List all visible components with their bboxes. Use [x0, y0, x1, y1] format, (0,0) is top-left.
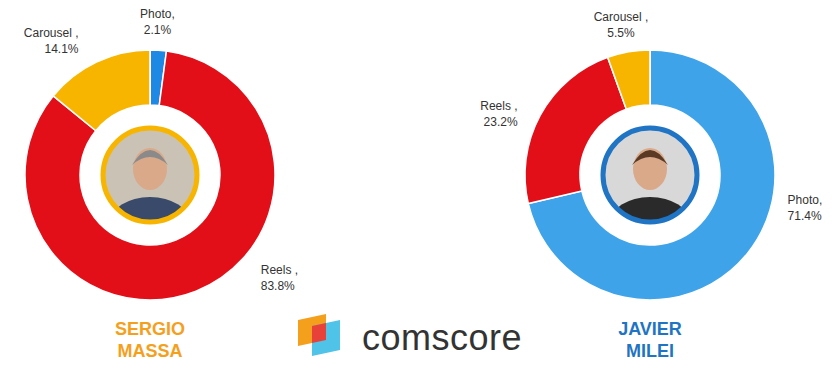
- slice-value-label: 23.2%: [484, 115, 518, 129]
- slice-value-label: 14.1%: [44, 42, 78, 56]
- title-line: SERGIO: [115, 319, 185, 339]
- logo-shape: [312, 320, 340, 356]
- logo-text: comscore: [362, 317, 522, 358]
- slice-category-label: Photo,: [140, 7, 175, 21]
- portrait-ring: [103, 128, 197, 222]
- slice-category-label: Carousel ,: [594, 10, 649, 24]
- slice-value-label: 83.8%: [261, 279, 295, 293]
- chart-title: JAVIERMILEI: [618, 319, 682, 361]
- logo: comscore: [298, 314, 522, 358]
- title-line: JAVIER: [618, 319, 682, 339]
- slice-value-label: 71.4%: [788, 209, 822, 223]
- portrait-face: [633, 148, 667, 190]
- slice-category-label: Photo,: [788, 193, 823, 207]
- chart-title: SERGIOMASSA: [115, 319, 185, 361]
- donut-chart: [525, 50, 775, 300]
- portrait: [600, 125, 700, 249]
- canvas: Photo, 2.1% Reels , 83.8% Carousel , 14.1% SER…: [0, 0, 838, 390]
- donut-chart: [25, 50, 275, 300]
- slice-category-label: Reels ,: [480, 99, 517, 113]
- donut-slice: [53, 50, 150, 131]
- portrait-face: [133, 148, 167, 190]
- donut-slice: [608, 50, 650, 109]
- title-line: MILEI: [626, 341, 674, 361]
- slice-category-label: Reels ,: [261, 263, 298, 277]
- slice-value-label: 2.1%: [144, 23, 172, 37]
- portrait: [100, 125, 200, 249]
- logo-shape: [312, 323, 326, 343]
- slice-value-label: 5.5%: [607, 26, 635, 40]
- portrait-hair: [132, 150, 168, 165]
- portrait-hair: [632, 150, 668, 165]
- title-line: MASSA: [117, 341, 182, 361]
- slice-category-label: Carousel ,: [24, 26, 79, 40]
- portrait-ring: [603, 128, 697, 222]
